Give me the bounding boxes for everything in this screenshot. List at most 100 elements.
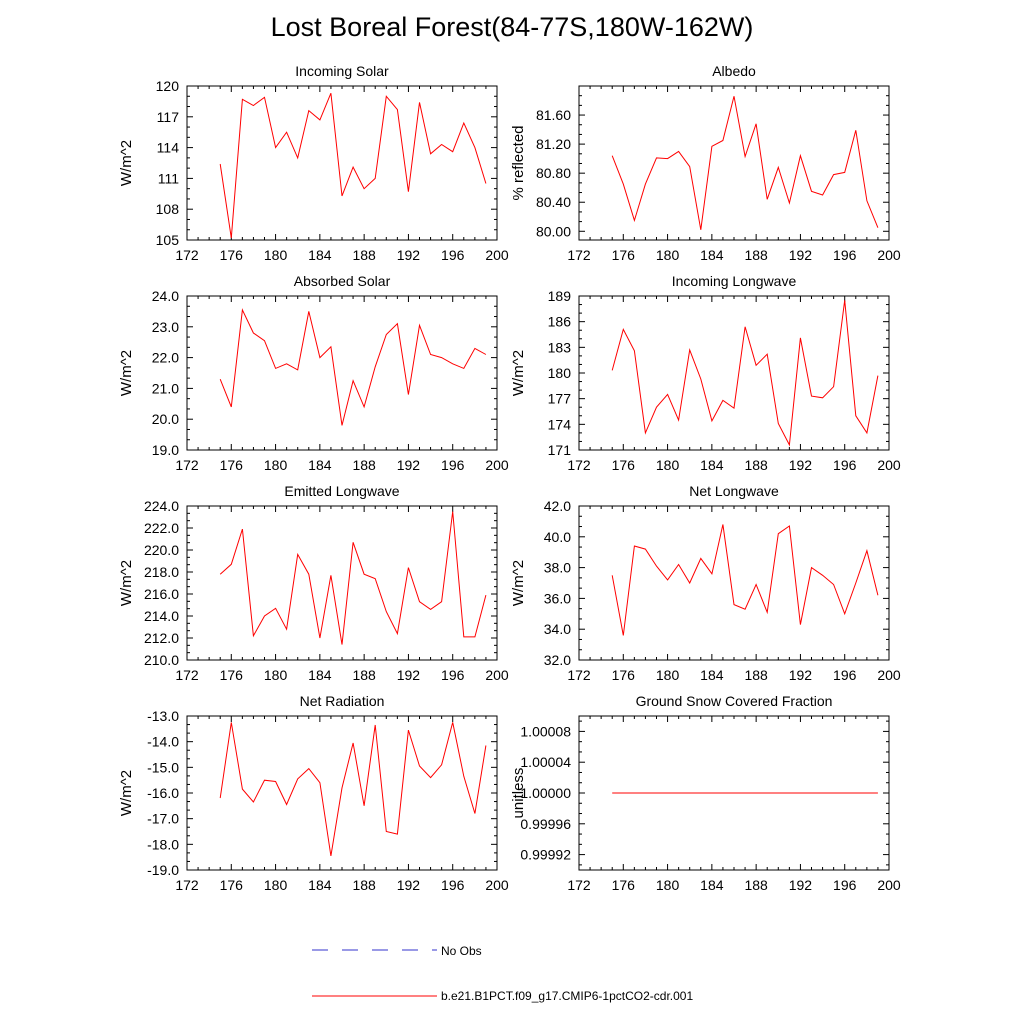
series-line — [219, 511, 487, 645]
x-tick-label: 176 — [220, 877, 244, 893]
x-tick-label: 200 — [877, 247, 901, 263]
x-tick-label: 188 — [352, 877, 376, 893]
y-tick-label: 21.0 — [152, 380, 179, 396]
y-tick-label: 216.0 — [144, 586, 179, 602]
x-tick-label: 192 — [397, 247, 421, 263]
y-tick-label: -15.0 — [147, 759, 179, 775]
y-tick-label: 40.0 — [544, 529, 571, 545]
x-tick-label: 180 — [656, 247, 680, 263]
panel-8: Ground Snow Covered Fraction unitless 172 1… — [510, 693, 901, 893]
x-tick-label: 192 — [397, 457, 421, 473]
y-tick-label: 24.0 — [152, 288, 179, 304]
y-tick-label: 189 — [548, 288, 572, 304]
panel-title: Net Longwave — [689, 483, 779, 499]
x-tick-label: 196 — [441, 877, 465, 893]
x-tick-label: 188 — [744, 667, 768, 683]
y-tick-label: 220.0 — [144, 542, 179, 558]
panel-1: Incoming Solar W/m^2 172 176 180 184 188 192 196… — [118, 63, 509, 263]
legend-model-label: b.e21.B1PCT.f09_g17.CMIP6-1pctCO2-cdr.00… — [441, 989, 693, 1003]
x-tick-label: 196 — [441, 247, 465, 263]
panel-title: Incoming Solar — [295, 63, 389, 79]
plot-frame — [186, 295, 498, 451]
x-tick-label: 200 — [485, 457, 509, 473]
x-tick-label: 176 — [220, 247, 244, 263]
x-tick-label: 200 — [877, 457, 901, 473]
panel-title: Ground Snow Covered Fraction — [636, 693, 833, 709]
x-tick-label: 200 — [877, 667, 901, 683]
x-tick-label: 192 — [397, 667, 421, 683]
y-tick-label: 222.0 — [144, 520, 179, 536]
figure-title: Lost Boreal Forest(84-77S,180W-162W) — [270, 12, 754, 42]
x-tick-label: 196 — [833, 457, 857, 473]
x-tick-label: 200 — [485, 667, 509, 683]
series-line — [611, 524, 879, 636]
y-tick-label: 180 — [548, 365, 572, 381]
y-tick-label: 1.00000 — [520, 785, 571, 801]
x-tick-label: 172 — [567, 457, 591, 473]
y-tick-label: 0.99992 — [520, 847, 571, 863]
panel-7: Net Radiation W/m^2 172 176 180 184 188 192 196 2… — [118, 693, 509, 893]
x-tick-label: 180 — [264, 667, 288, 683]
x-tick-label: 196 — [441, 667, 465, 683]
y-tick-label: -16.0 — [147, 785, 179, 801]
x-tick-label: 172 — [175, 667, 199, 683]
panel-title: Albedo — [712, 63, 756, 79]
plot-frame — [186, 85, 498, 241]
series-line — [611, 300, 879, 447]
y-tick-label: 212.0 — [144, 630, 179, 646]
x-tick-label: 176 — [220, 667, 244, 683]
panel-6: Net Longwave W/m^2 172 176 180 184 188 192 196 20… — [510, 483, 901, 683]
series-line — [219, 722, 487, 856]
x-tick-label: 192 — [397, 877, 421, 893]
series-line — [219, 93, 487, 238]
panel-2: Albedo % reflected 172 176 180 184 188 192 196 20… — [510, 63, 901, 263]
x-tick-label: 188 — [744, 457, 768, 473]
x-tick-label: 184 — [308, 877, 332, 893]
y-tick-label: 177 — [548, 391, 572, 407]
x-tick-label: 184 — [308, 247, 332, 263]
y-tick-label: 111 — [158, 170, 179, 186]
y-tick-label: 32.0 — [544, 652, 571, 668]
y-tick-label: -18.0 — [147, 836, 179, 852]
x-tick-label: 184 — [700, 457, 724, 473]
panel-title: Incoming Longwave — [672, 273, 797, 289]
legend-obs-label: No Obs — [441, 944, 482, 958]
x-tick-label: 188 — [744, 247, 768, 263]
x-tick-label: 188 — [352, 457, 376, 473]
x-tick-label: 180 — [264, 877, 288, 893]
x-tick-label: 176 — [612, 877, 636, 893]
panel-title: Absorbed Solar — [294, 273, 391, 289]
plot-frame — [578, 505, 890, 661]
x-tick-label: 184 — [308, 457, 332, 473]
x-tick-label: 184 — [700, 667, 724, 683]
series-line — [611, 96, 879, 230]
x-tick-label: 196 — [833, 247, 857, 263]
y-tick-label: 218.0 — [144, 564, 179, 580]
x-tick-label: 188 — [352, 247, 376, 263]
x-tick-label: 192 — [789, 457, 813, 473]
panel-5: Emitted Longwave W/m^2 172 176 180 184 188 192 1… — [118, 483, 509, 683]
x-tick-label: 188 — [744, 877, 768, 893]
y-axis-label: W/m^2 — [118, 560, 135, 606]
y-axis-label: W/m^2 — [118, 350, 135, 396]
y-axis-label: W/m^2 — [118, 770, 135, 816]
series-line — [219, 308, 487, 426]
y-axis-label: % reflected — [510, 125, 527, 200]
plot-frame — [578, 85, 890, 241]
x-tick-label: 200 — [485, 247, 509, 263]
panel-3: Absorbed Solar W/m^2 172 176 180 184 188 192 196… — [118, 273, 509, 473]
x-tick-label: 184 — [308, 667, 332, 683]
y-axis-label: W/m^2 — [510, 560, 527, 606]
y-tick-label: -14.0 — [147, 734, 179, 750]
y-tick-label: 36.0 — [544, 590, 571, 606]
y-tick-label: 108 — [156, 201, 180, 217]
y-tick-label: 34.0 — [544, 621, 571, 637]
x-tick-label: 196 — [441, 457, 465, 473]
x-tick-label: 192 — [789, 877, 813, 893]
y-tick-label: 23.0 — [152, 319, 179, 335]
panel-4: Incoming Longwave W/m^2 172 176 180 184 188 192… — [510, 273, 901, 473]
panel-title: Net Radiation — [300, 693, 385, 709]
y-tick-label: 171 — [548, 442, 572, 458]
y-tick-label: -17.0 — [147, 811, 179, 827]
